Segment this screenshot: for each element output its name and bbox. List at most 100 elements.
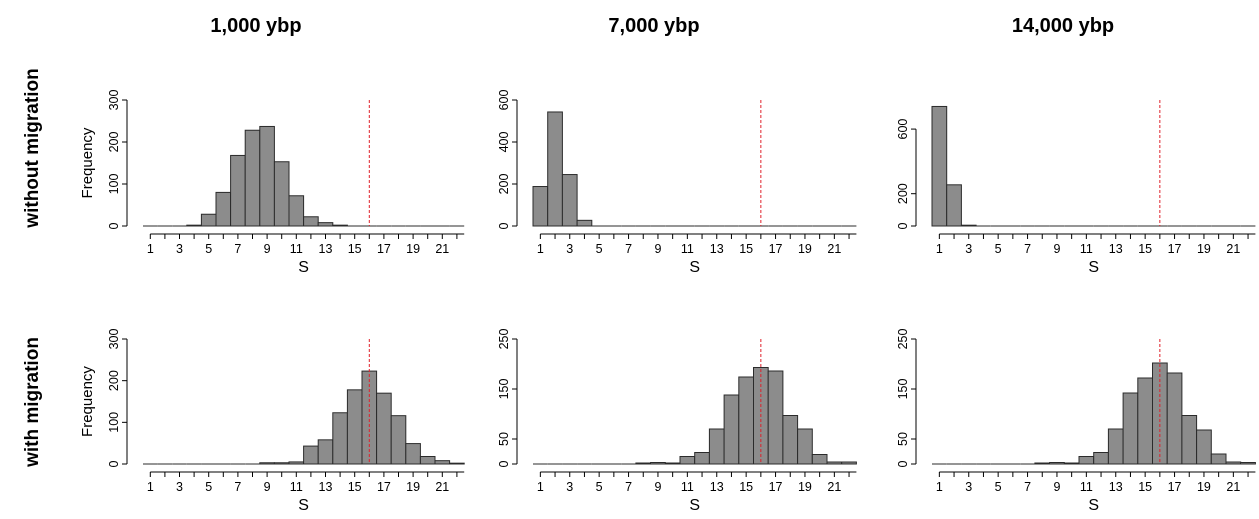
x-tick-label: 7	[625, 242, 632, 256]
histogram-bar	[842, 462, 857, 464]
histogram-bar	[318, 223, 333, 226]
y-axis-label: Frequency	[79, 366, 96, 437]
x-tick-label: 15	[739, 480, 753, 494]
histogram-bar	[709, 429, 724, 464]
histogram-bar	[577, 220, 592, 226]
histogram-bar	[932, 106, 947, 226]
x-axis-label: S	[298, 497, 309, 514]
x-tick-label: 3	[566, 480, 573, 494]
histogram-bar	[651, 463, 666, 465]
histogram-bar	[260, 126, 275, 226]
histogram-bar	[450, 463, 465, 464]
histogram-bar	[1079, 457, 1094, 465]
histogram-bar	[947, 185, 962, 226]
histogram-bar	[187, 225, 202, 226]
x-tick-label: 19	[406, 480, 420, 494]
histogram-bar	[377, 393, 392, 464]
x-tick-label: 21	[827, 480, 841, 494]
histogram-bar	[318, 440, 333, 464]
histogram-bar	[768, 371, 783, 464]
x-tick-label: 1	[537, 242, 544, 256]
x-tick-label: 3	[965, 242, 972, 256]
x-tick-label: 5	[205, 242, 212, 256]
x-tick-label: 13	[710, 242, 724, 256]
x-tick-label: 9	[654, 242, 661, 256]
histogram-bar	[333, 413, 348, 464]
x-tick-label: 1	[147, 242, 154, 256]
histogram-bar	[636, 463, 651, 464]
x-tick-label: 19	[1197, 480, 1211, 494]
histogram-bar	[1064, 463, 1079, 464]
x-tick-label: 21	[827, 242, 841, 256]
histogram-bar	[680, 457, 695, 465]
x-tick-label: 15	[739, 242, 753, 256]
histogram-bar	[1182, 416, 1197, 465]
histogram-bar	[216, 192, 231, 226]
histogram-bar	[347, 390, 362, 464]
x-tick-label: 17	[769, 242, 783, 256]
histogram-bar	[1167, 373, 1182, 464]
histogram-bar	[274, 463, 289, 464]
x-tick-label: 11	[290, 242, 303, 256]
histogram-bar	[798, 429, 813, 464]
x-axis-label: S	[689, 259, 700, 276]
histogram-bar	[812, 455, 827, 465]
histogram-bar	[1226, 462, 1241, 464]
y-tick-label: 200	[107, 132, 121, 153]
x-tick-label: 7	[234, 242, 241, 256]
y-tick-label: 300	[107, 329, 121, 350]
x-tick-label: 15	[348, 242, 362, 256]
x-tick-label: 9	[654, 480, 661, 494]
y-tick-label: 200	[107, 370, 121, 391]
x-tick-label: 3	[176, 480, 183, 494]
x-tick-label: 11	[290, 480, 303, 494]
x-tick-label: 11	[681, 480, 694, 494]
x-tick-label: 1	[936, 480, 943, 494]
column-title-2: 7,000 ybp	[608, 15, 699, 37]
y-tick-label: 400	[497, 132, 511, 153]
x-tick-label: 1	[936, 242, 943, 256]
x-tick-label: 19	[798, 480, 812, 494]
x-axis-label: S	[689, 497, 700, 514]
histogram-bar	[274, 162, 289, 226]
y-tick-label: 150	[497, 379, 511, 400]
histogram-bar	[1138, 378, 1153, 464]
histogram-bar	[1050, 463, 1065, 465]
x-tick-label: 15	[348, 480, 362, 494]
y-tick-label: 50	[896, 432, 910, 446]
histogram-bar	[1197, 430, 1212, 464]
x-tick-label: 21	[1226, 480, 1240, 494]
histogram-bar	[333, 225, 348, 226]
x-axis-label: S	[298, 259, 309, 276]
histogram-bar	[406, 444, 421, 464]
y-tick-label: 0	[107, 222, 121, 229]
column-title-1: 1,000 ybp	[210, 15, 301, 37]
y-tick-label: 200	[896, 183, 910, 204]
y-tick-label: 0	[896, 460, 910, 467]
x-tick-label: 1	[537, 480, 544, 494]
histogram-bar	[420, 457, 435, 465]
y-tick-label: 100	[107, 174, 121, 195]
histogram-bar	[739, 377, 754, 464]
histogram-bar	[724, 395, 739, 464]
x-tick-label: 3	[566, 242, 573, 256]
histogram-bar	[289, 196, 304, 226]
x-tick-label: 15	[1138, 242, 1152, 256]
y-tick-label: 0	[497, 222, 511, 229]
y-tick-label: 600	[497, 90, 511, 111]
x-tick-label: 17	[377, 480, 391, 494]
histogram-bar	[1123, 393, 1138, 464]
x-tick-label: 11	[681, 242, 694, 256]
histogram-bar	[435, 461, 450, 464]
x-tick-label: 5	[995, 480, 1002, 494]
y-tick-label: 0	[497, 460, 511, 467]
x-tick-label: 21	[435, 480, 449, 494]
x-tick-label: 17	[1168, 480, 1182, 494]
histogram-bar	[783, 416, 798, 465]
x-tick-label: 7	[625, 480, 632, 494]
y-tick-label: 200	[497, 174, 511, 195]
x-tick-label: 3	[176, 242, 183, 256]
